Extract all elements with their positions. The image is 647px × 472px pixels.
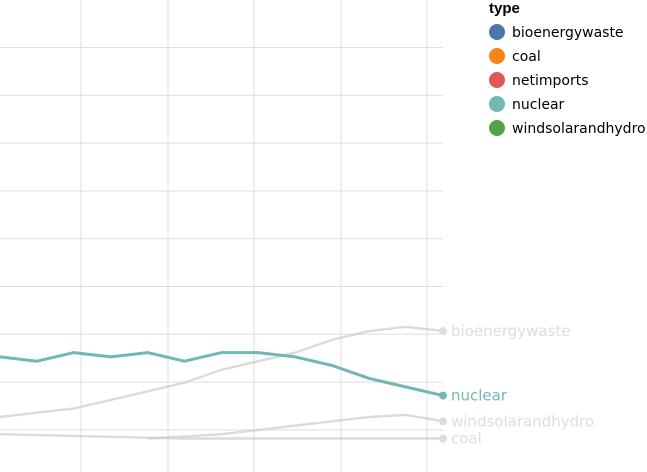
series-end-label-coal: coal <box>451 430 482 448</box>
legend-swatch <box>489 24 505 40</box>
series-line-bioenergywaste <box>0 325 444 419</box>
legend: type bioenergywaste coal netimports nuclear w… <box>489 0 646 137</box>
grid <box>0 0 443 472</box>
legend-label: windsolarandhydro <box>512 121 646 137</box>
series-end-point-nuclear <box>439 391 447 400</box>
legend-item-windsolarandhydro[interactable]: windsolarandhydro <box>489 120 646 137</box>
series-line-coal <box>0 433 443 440</box>
series-end-label-bioenergywaste: bioenergywaste <box>451 322 571 340</box>
legend-item-nuclear[interactable]: nuclear <box>489 96 565 113</box>
legend-label: coal <box>512 49 541 65</box>
legend-item-netimports[interactable]: netimports <box>489 72 589 89</box>
series-end-label-nuclear: nuclear <box>451 387 508 405</box>
legend-label: nuclear <box>512 97 565 113</box>
legend-item-bioenergywaste[interactable]: bioenergywaste <box>489 24 624 41</box>
legend-swatch <box>489 48 505 64</box>
series-end-point-coal <box>439 434 447 443</box>
legend-label: bioenergywaste <box>512 25 624 41</box>
series-end-label-windsolarandhydro: windsolarandhydro <box>451 412 594 430</box>
legend-swatch <box>489 120 505 136</box>
legend-title: type <box>489 0 520 17</box>
legend-swatch <box>489 72 505 88</box>
legend-item-coal[interactable]: coal <box>489 48 541 65</box>
series-group: coal bioenergywaste windsolarandhydro nucle… <box>0 322 594 448</box>
series-line-nuclear <box>0 351 444 398</box>
legend-label: netimports <box>512 73 589 89</box>
series-end-point-windsolarandhydro <box>439 417 447 426</box>
series-end-point-bioenergywaste <box>439 327 447 336</box>
series-line-windsolarandhydro <box>147 413 444 440</box>
legend-swatch <box>489 96 505 112</box>
